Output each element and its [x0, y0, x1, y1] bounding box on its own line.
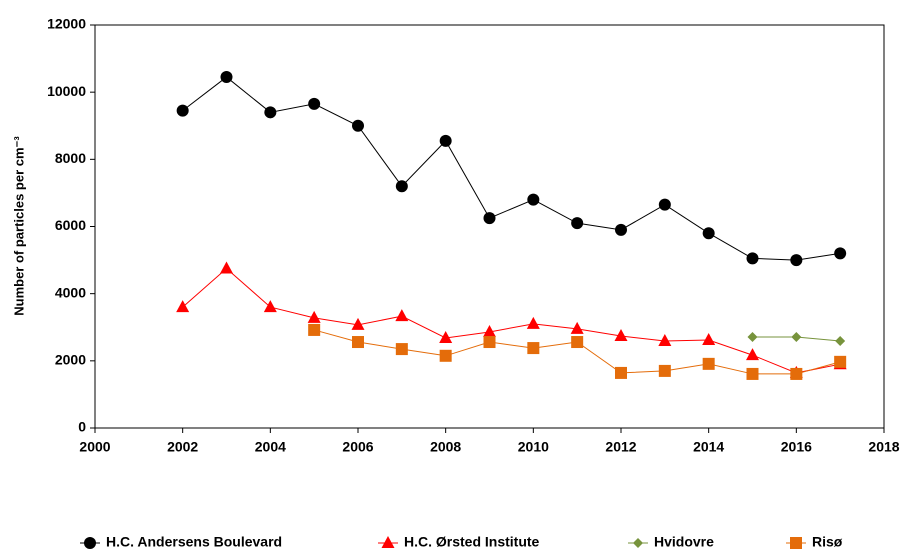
- data-point: [658, 334, 672, 347]
- data-point: [835, 336, 846, 347]
- data-point: [570, 321, 584, 334]
- data-point: [307, 310, 321, 323]
- data-point: [483, 336, 496, 349]
- data-point: [571, 217, 584, 230]
- data-point: [483, 324, 496, 337]
- series-line: [182, 267, 841, 374]
- legend-marker: [790, 537, 802, 549]
- x-tick-label: 2010: [518, 439, 549, 455]
- data-point: [658, 364, 671, 377]
- data-point: [834, 355, 847, 368]
- legend-label: Risø: [812, 534, 843, 550]
- data-point: [746, 252, 759, 265]
- data-point: [308, 323, 321, 336]
- y-tick-label: 0: [78, 419, 86, 435]
- y-tick-label: 4000: [55, 284, 86, 300]
- legend-marker: [84, 537, 96, 549]
- x-tick-label: 2008: [430, 439, 461, 455]
- data-point: [791, 331, 802, 342]
- x-tick-label: 2018: [868, 439, 899, 455]
- data-point: [658, 198, 671, 211]
- data-point: [176, 104, 189, 117]
- data-point: [527, 342, 540, 355]
- data-point: [571, 336, 584, 349]
- data-point: [351, 317, 365, 330]
- data-point: [220, 71, 233, 84]
- data-point: [439, 134, 452, 147]
- y-axis-label: Number of particles per cm⁻³: [11, 136, 26, 316]
- data-point: [790, 367, 803, 380]
- data-point: [614, 328, 628, 341]
- data-point: [526, 316, 540, 329]
- data-point: [702, 357, 715, 370]
- x-tick-label: 2002: [167, 439, 198, 455]
- data-point: [790, 254, 803, 267]
- data-point: [702, 333, 716, 346]
- x-tick-label: 2012: [605, 439, 636, 455]
- data-point: [615, 223, 627, 236]
- data-point: [747, 331, 758, 342]
- y-tick-label: 8000: [55, 150, 86, 166]
- data-point: [439, 349, 452, 362]
- data-point: [834, 247, 847, 260]
- data-point: [395, 309, 409, 322]
- y-tick-label: 12000: [47, 16, 86, 32]
- legend-label: H.C. Ørsted Institute: [404, 534, 540, 550]
- y-tick-label: 2000: [55, 352, 86, 368]
- x-tick-label: 2014: [693, 439, 724, 455]
- data-point: [746, 348, 759, 361]
- x-tick-label: 2016: [781, 439, 812, 455]
- data-point: [439, 330, 453, 343]
- x-tick-label: 2000: [79, 439, 110, 455]
- data-point: [220, 261, 233, 274]
- data-point: [615, 366, 627, 379]
- data-point: [263, 300, 277, 313]
- x-tick-label: 2004: [255, 439, 286, 455]
- data-point: [746, 367, 759, 380]
- data-point: [352, 336, 364, 349]
- legend-marker: [633, 538, 643, 548]
- data-point: [395, 343, 408, 356]
- data-point: [264, 106, 277, 119]
- legend-label: Hvidovre: [654, 534, 714, 550]
- data-point: [395, 180, 408, 193]
- series-line: [182, 76, 841, 261]
- data-point: [352, 119, 364, 132]
- x-tick-label: 2006: [342, 439, 373, 455]
- legend-marker: [381, 536, 395, 548]
- y-tick-label: 6000: [55, 217, 86, 233]
- plot-frame: [94, 24, 885, 429]
- data-point: [308, 97, 321, 110]
- y-tick-label: 10000: [47, 83, 86, 99]
- data-point: [483, 212, 496, 225]
- data-point: [176, 300, 190, 313]
- data-point: [527, 193, 540, 206]
- data-point: [702, 227, 715, 240]
- legend-label: H.C. Andersens Boulevard: [106, 534, 282, 550]
